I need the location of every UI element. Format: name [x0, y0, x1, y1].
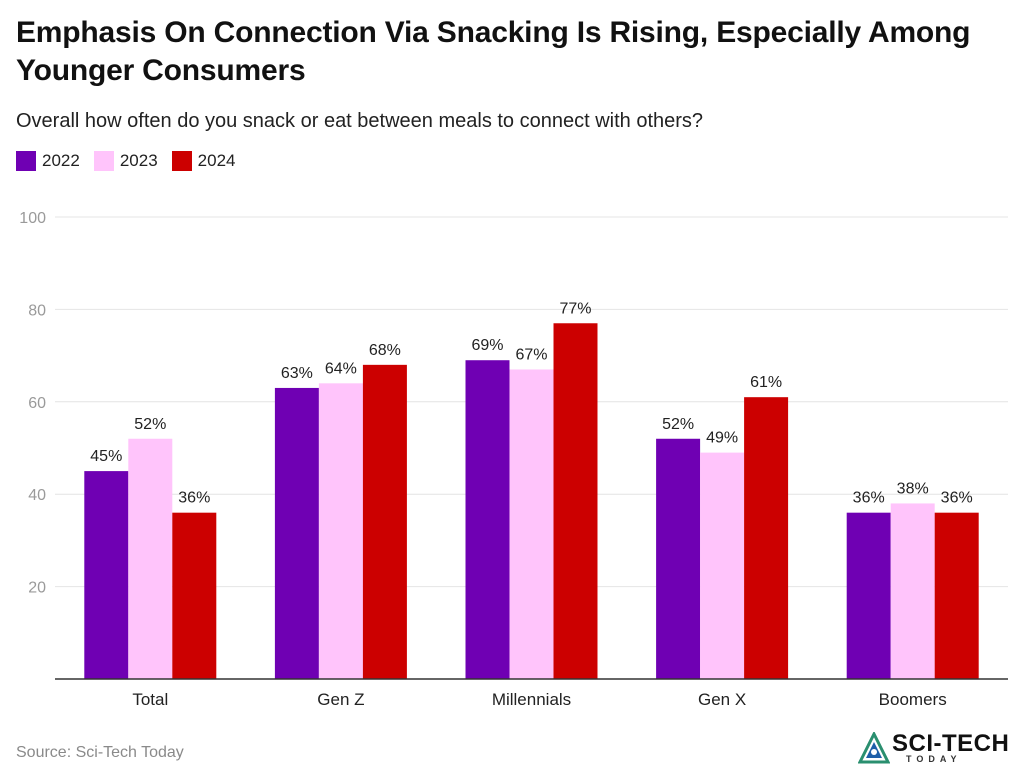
data-label: 49%	[706, 430, 738, 447]
data-label: 45%	[90, 448, 122, 465]
data-label: 77%	[559, 300, 591, 317]
data-label: 52%	[134, 416, 166, 433]
x-tick-label: Boomers	[879, 690, 947, 709]
legend-item-2023: 2023	[93, 151, 158, 171]
data-label: 64%	[325, 360, 357, 377]
data-label: 63%	[281, 365, 313, 382]
data-label: 69%	[471, 337, 503, 354]
legend: 2022 2023 2024	[16, 151, 235, 171]
legend-swatch-2022	[16, 151, 36, 171]
legend-label-2022: 2022	[42, 151, 80, 170]
data-label: 36%	[853, 490, 885, 507]
legend-label-2023: 2023	[119, 151, 158, 170]
y-tick-label: 100	[19, 210, 46, 227]
data-label: 61%	[750, 374, 782, 391]
bar-2024-boomers	[934, 512, 979, 679]
bar-2022-boomers	[846, 512, 891, 679]
legend-label-2024: 2024	[197, 151, 236, 170]
y-tick-label: 60	[28, 395, 46, 412]
bar-2024-gen-z	[362, 364, 407, 679]
source-note: Source: Sci-Tech Today	[16, 744, 184, 761]
bar-2022-millennials	[465, 360, 510, 679]
y-tick-label: 80	[28, 302, 46, 319]
x-tick-label: Millennials	[492, 690, 571, 709]
x-tick-label: Total	[132, 690, 168, 709]
brand-logo: SCI-TECH TODAY	[858, 730, 1010, 770]
legend-swatch-2023	[93, 151, 114, 171]
data-label: 38%	[897, 480, 929, 497]
bar-2024-millennials	[553, 323, 598, 679]
bar-2023-gen-x	[700, 452, 745, 679]
legend-item-2024: 2024	[171, 151, 236, 171]
bar-2024-gen-x	[744, 397, 789, 679]
y-tick-label: 40	[28, 487, 46, 504]
legend-swatch-2024	[171, 151, 192, 171]
legend-item-2022: 2022	[16, 151, 80, 171]
bar-2023-gen-z	[318, 383, 363, 679]
chart-title: Emphasis On Connection Via Snacking Is R…	[16, 16, 971, 87]
bar-chart: 20 40 60 80 100 45% 52% 36% Total 63% 64% 68% Gen Z 6…	[19, 210, 1008, 709]
bar-2023-total	[128, 438, 173, 679]
x-tick-label: Gen Z	[317, 690, 364, 709]
brand-name: SCI-TECH	[892, 730, 1010, 757]
atom-triangle-logo-icon	[858, 732, 890, 764]
bar-2022-gen-x	[656, 438, 701, 679]
data-label: 68%	[369, 342, 401, 359]
brand-tagline: TODAY	[906, 754, 962, 764]
data-label: 36%	[178, 490, 210, 507]
data-label: 52%	[662, 416, 694, 433]
y-tick-label: 20	[28, 580, 46, 597]
bar-2024-total	[172, 512, 217, 679]
data-label: 36%	[941, 490, 973, 507]
bar-2022-gen-z	[274, 387, 319, 679]
bar-2023-boomers	[890, 503, 935, 679]
x-tick-label: Gen X	[698, 690, 746, 709]
bar-2022-total	[84, 471, 129, 679]
data-label: 67%	[515, 346, 547, 363]
chart-subtitle: Overall how often do you snack or eat be…	[16, 110, 704, 132]
bar-2023-millennials	[509, 369, 554, 679]
